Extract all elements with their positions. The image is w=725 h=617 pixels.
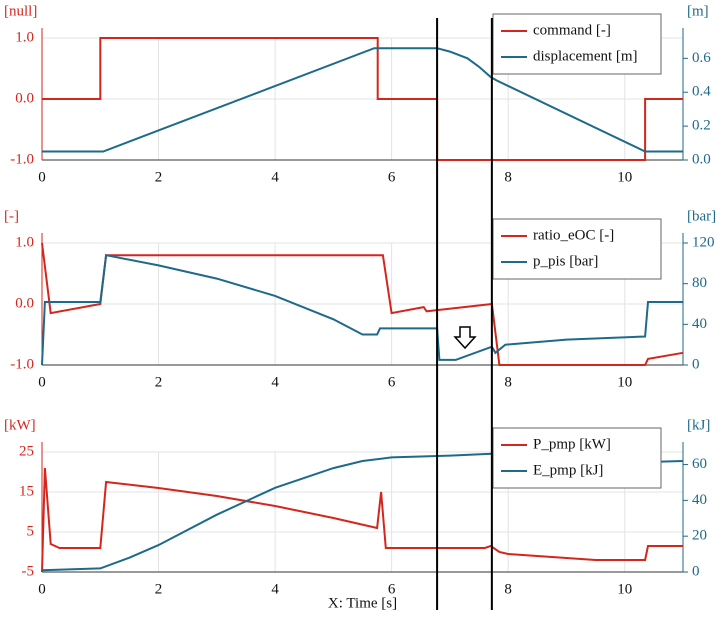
x-tick-label: 10 [617,581,632,597]
x-tick-label: 0 [38,169,46,185]
y-tick-label: -1.0 [10,151,34,167]
x-tick-label: 0 [38,581,46,597]
y2-axis-label: [bar] [687,208,716,224]
x-tick-label: 4 [271,374,279,390]
legend-label: P_pmp [kW] [533,436,611,452]
y-tick-label: 5 [27,523,35,539]
y2-tick-label: 40 [692,492,707,508]
y-tick-label: 25 [19,443,34,459]
y2-axis-label: [m] [687,3,709,19]
legend-label: displacement [m] [533,48,638,64]
legend-box [492,427,662,489]
x-tick-label: 8 [504,581,512,597]
y2-tick-label: 40 [692,316,707,332]
y2-tick-label: 0.0 [692,151,711,167]
y2-tick-label: 0 [692,356,700,372]
series-line [41,254,683,366]
y-axis-label: [-] [4,208,19,224]
x-tick-label: 2 [155,581,163,597]
y-tick-label: 1.0 [15,29,34,45]
y-tick-label: 0.0 [15,295,34,311]
series-line [42,47,683,153]
y-tick-label: 0.0 [15,90,34,106]
y2-tick-label: 0 [692,563,700,579]
legend-label: ratio_eOC [-] [533,227,614,243]
y2-tick-label: 20 [692,528,707,544]
y-axis-label: [kW] [4,417,36,433]
legend-label: command [-] [533,22,611,38]
legend-label: E_pmp [kJ] [533,462,603,478]
y2-tick-label: 0.2 [692,118,711,134]
legend-box [492,218,662,280]
y-tick-label: 15 [19,483,34,499]
x-tick-label: 6 [388,374,396,390]
x-tick-label: 2 [155,374,163,390]
x-tick-label: 4 [271,169,279,185]
x-tick-label: 10 [617,169,632,185]
y2-axis-label: [kJ] [687,417,710,433]
y2-tick-label: 0.4 [692,84,711,100]
y2-tick-label: 60 [692,456,707,472]
y-tick-label: -5 [22,563,35,579]
x-tick-label: 6 [388,581,396,597]
x-tick-label: 2 [155,169,163,185]
y-axis-label: [null] [4,3,37,19]
x-tick-label: 8 [504,374,512,390]
x-tick-label: 4 [271,581,279,597]
y2-tick-label: 120 [692,234,715,250]
legend-box [492,13,662,75]
arrow [453,326,477,350]
x-tick-label: 6 [388,169,396,185]
y2-tick-label: 0.6 [692,50,711,66]
x-tick-label: 8 [504,169,512,185]
y-tick-label: -1.0 [10,356,34,372]
y-tick-label: 1.0 [15,234,34,250]
series-line [42,37,683,161]
x-tick-label: 10 [617,374,632,390]
legend-label: p_pis [bar] [533,253,598,269]
series-line [41,467,683,573]
y2-tick-label: 80 [692,275,707,291]
x-axis-label: X: Time [s] [328,595,397,611]
x-tick-label: 0 [38,374,46,390]
